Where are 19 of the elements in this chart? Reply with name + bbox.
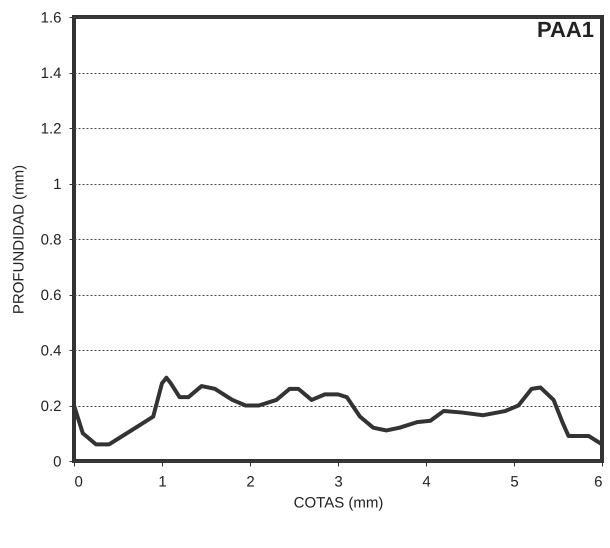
y-tick-label: 1 (53, 176, 62, 193)
chart-title: PAA1 (536, 17, 594, 42)
y-tick-label: 0.6 (40, 287, 62, 304)
x-tick-label: 0 (74, 474, 83, 490)
x-axis-title: COTAS (mm) (294, 494, 384, 512)
y-tick-label: 0.2 (40, 398, 62, 415)
y-tick-label: 0.8 (40, 232, 62, 248)
y-tick-label: 0.4 (40, 342, 62, 360)
x-tick-label: 3 (334, 474, 343, 490)
y-axis-title: PROFUNDIDAD (mm) (10, 164, 28, 314)
y-tick-label: 1.2 (40, 120, 62, 138)
x-tick-label: 2 (246, 474, 255, 490)
x-tick-label: 6 (594, 474, 602, 490)
y-tick-label: 1.4 (40, 65, 62, 82)
x-tick-label: 4 (422, 474, 431, 490)
y-tick-label: 1.6 (40, 10, 62, 26)
x-tick-label: 1 (158, 474, 167, 490)
x-tick-label: 5 (510, 474, 519, 490)
y-tick-label: 0 (53, 454, 62, 470)
